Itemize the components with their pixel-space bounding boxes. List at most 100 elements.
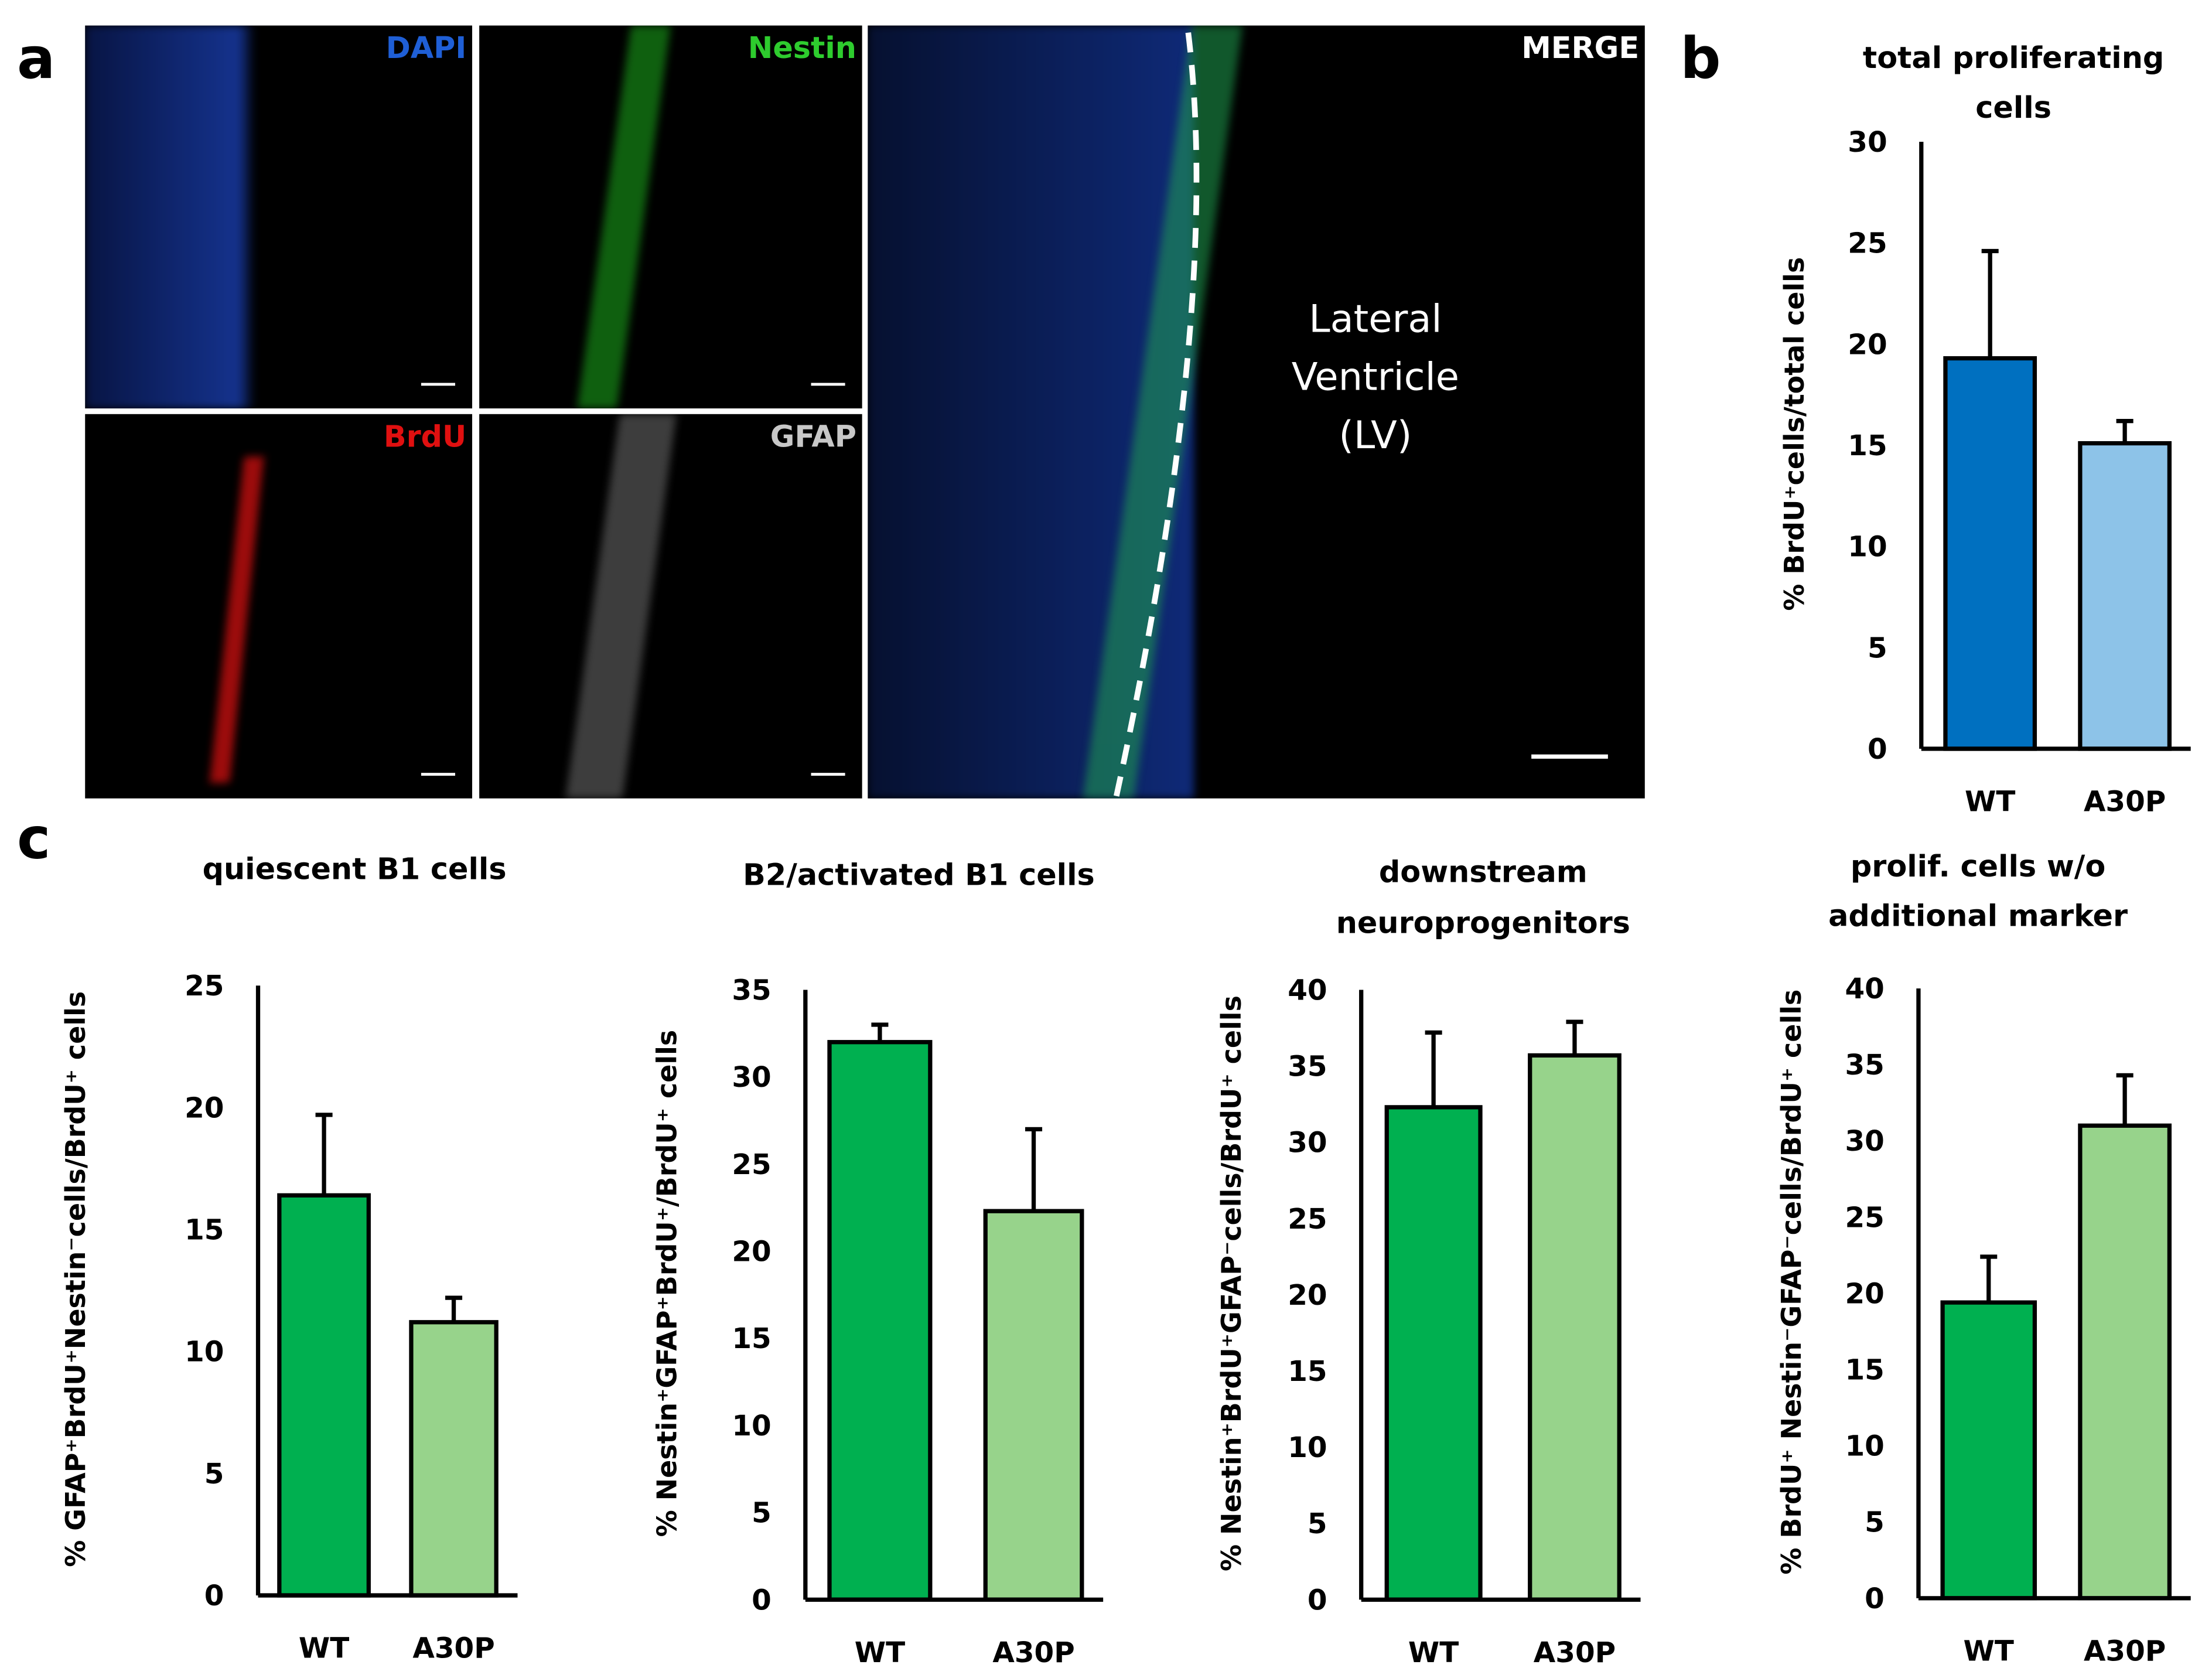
chart-c2: B2/activated B1 cells 0 5 10 15 20 25 30 35 % Nes… [651,857,1104,1668]
scale-bar [811,383,845,386]
chart-title: downstream [1379,855,1588,889]
brdu-label: BrdU [383,419,467,454]
y-tick-label: 15 [1845,1354,1884,1387]
y-tick-label: 20 [1288,1279,1327,1312]
y-tick-label: 35 [1288,1050,1327,1083]
x-tick-label: WT [299,1632,349,1665]
chart-title: cells [1975,90,2051,125]
panel-label-c: c [17,807,51,872]
y-axis-label: % Nestin⁺BrdU⁺GFAP⁻cells/BrdU⁺ cells [1216,995,1247,1571]
panel-label-a: a [17,26,56,93]
y-tick-label: 20 [185,1091,224,1124]
merge-image: MERGE [868,25,1645,799]
y-tick-label: 10 [732,1410,771,1442]
bar-a30p [2078,441,2172,751]
scale-bar [1531,754,1608,759]
y-axis-label: % Nestin⁺GFAP⁺BrdU⁺/BrdU⁺ cells [651,1030,683,1537]
y-tick-label: 10 [1848,531,1887,564]
bar-wt [1940,1300,2037,1601]
y-tick-label: 35 [1845,1049,1884,1082]
y-tick-label: 10 [1845,1430,1884,1463]
y-tick-label: 5 [1308,1507,1327,1540]
y-tick-label: 0 [752,1584,772,1616]
y-tick-label: 15 [732,1322,771,1355]
bar-wt [1384,1105,1483,1602]
y-tick-label: 35 [732,974,771,1007]
y-tick-label: 20 [1845,1277,1884,1310]
y-tick-label: 5 [204,1458,224,1490]
y-tick-label: 30 [1848,126,1887,159]
x-tick-label: A30P [1534,1636,1616,1668]
y-tick-label: 10 [1288,1431,1327,1464]
y-tick-label: 15 [1288,1355,1327,1388]
y-tick-label: 40 [1288,974,1327,1007]
y-tick-label: 5 [1868,632,1887,664]
dapi-image: DAPI [85,25,473,409]
scale-bar [811,773,845,776]
chart-title: quiescent B1 cells [203,852,507,886]
bar-wt [827,1040,933,1602]
chart-title: B2/activated B1 cells [743,857,1095,892]
y-tick-label: 30 [1845,1125,1884,1158]
bar-a30p [983,1209,1084,1602]
lv-line: Lateral [1309,298,1442,342]
x-tick-label: A30P [412,1632,494,1665]
y-axis-label: % BrdU⁺ Nestin⁻GFAP⁻cells/BrdU⁺ cells [1776,990,1807,1575]
y-tick-label: 25 [1848,227,1887,260]
y-tick-label: 10 [185,1336,224,1369]
y-tick-label: 25 [185,970,224,1002]
chart-c4: prolif. cells w/o additional marker 0 5 10 15… [1776,849,2191,1667]
x-tick-label: WT [1964,1635,2014,1667]
chart-b: total proliferating cells 0 5 10 15 20 25 30 % Br… [1779,40,2191,818]
panel-label-b: b [1680,26,1721,93]
chart-title: additional marker [1828,899,2128,933]
chart-c1: quiescent B1 cells 0 5 10 15 20 25 % GFAP⁺BrdU⁺… [60,852,518,1665]
gfap-label: GFAP [770,419,856,454]
y-tick-label: 30 [1288,1127,1327,1159]
gfap-image: GFAP [479,414,862,799]
y-tick-label: 30 [732,1061,771,1094]
scale-bar [421,773,455,776]
nestin-label: Nestin [747,31,856,66]
y-tick-label: 0 [204,1580,224,1612]
y-tick-label: 0 [1865,1582,1885,1615]
y-axis-label: % BrdU⁺cells/total cells [1779,257,1810,611]
bar-wt [1943,356,2037,751]
chart-title: prolif. cells w/o [1851,849,2105,884]
y-tick-label: 25 [1288,1203,1327,1236]
scale-bar [421,383,455,386]
chart-title: total proliferating [1863,40,2164,75]
x-tick-label: A30P [992,1636,1074,1668]
bar-a30p [2078,1123,2172,1601]
bar-a30p [1528,1053,1622,1602]
y-tick-label: 15 [185,1214,224,1247]
bar-a30p [409,1320,499,1598]
chart-title: neuroprogenitors [1336,906,1630,940]
y-tick-label: 0 [1868,733,1887,766]
y-axis-label: % GFAP⁺BrdU⁺Nestin⁻cells/BrdU⁺ cells [60,991,91,1567]
merge-label: MERGE [1521,31,1640,66]
dapi-label: DAPI [385,31,467,66]
y-tick-label: 15 [1848,429,1887,462]
x-tick-label: A30P [2084,1635,2166,1667]
nestin-image: Nestin [479,25,862,409]
chart-c3: downstream neuroprogenitors 0 5 10 15 20 25 30 35… [1216,855,1641,1668]
y-tick-label: 40 [1845,973,1884,1005]
y-tick-label: 20 [732,1236,771,1268]
y-tick-label: 25 [1845,1201,1884,1234]
y-tick-label: 0 [1308,1584,1327,1616]
y-tick-label: 5 [752,1497,772,1530]
lv-line: Ventricle [1291,356,1459,400]
brdu-image: BrdU [85,414,473,799]
lv-line: (LV) [1339,414,1412,458]
y-tick-label: 5 [1865,1506,1885,1539]
x-tick-label: A30P [2084,786,2166,818]
y-tick-label: 20 [1848,328,1887,361]
ventricle-boundary-line [1113,32,1200,799]
x-tick-label: WT [1965,786,2015,818]
x-tick-label: WT [855,1636,905,1668]
bar-wt [277,1193,371,1598]
x-tick-label: WT [1408,1636,1459,1668]
